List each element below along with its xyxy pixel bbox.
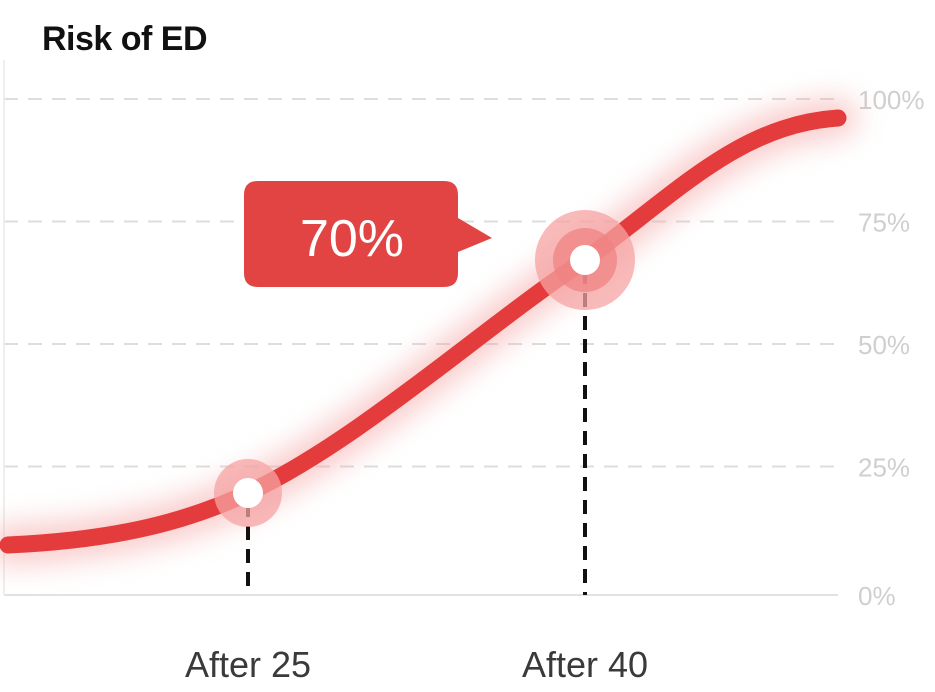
value-callout: 70% <box>244 181 492 287</box>
x-axis-ticks: After 25 After 40 <box>185 644 648 685</box>
y-axis-ticks: 0% 25% 50% 75% 100% <box>858 85 925 611</box>
y-tick-label: 75% <box>858 208 910 238</box>
callout-bubble <box>244 181 492 287</box>
x-tick-label: After 40 <box>522 644 648 685</box>
data-point <box>570 245 600 275</box>
y-tick-label: 100% <box>858 85 925 115</box>
x-tick-label: After 25 <box>185 644 311 685</box>
callout-value: 70% <box>300 210 404 268</box>
risk-curve <box>0 109 847 554</box>
y-tick-label: 25% <box>858 453 910 483</box>
y-tick-label: 0% <box>858 581 896 611</box>
data-point <box>233 478 263 508</box>
chart-title: Risk of ED <box>42 20 208 58</box>
y-tick-label: 50% <box>858 330 910 360</box>
